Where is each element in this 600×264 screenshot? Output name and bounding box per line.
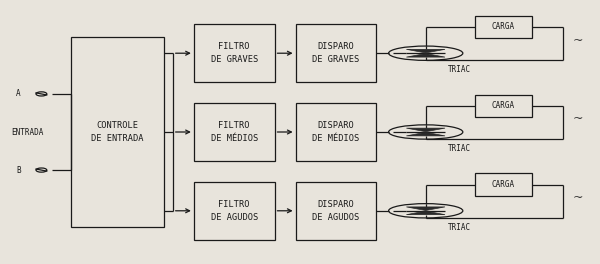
Text: TRIAC: TRIAC	[448, 223, 471, 232]
Text: FILTRO
DE GRAVES: FILTRO DE GRAVES	[211, 43, 258, 64]
Text: TRIAC: TRIAC	[448, 65, 471, 74]
FancyBboxPatch shape	[296, 103, 376, 161]
Polygon shape	[406, 49, 445, 53]
Polygon shape	[406, 128, 445, 132]
FancyBboxPatch shape	[296, 24, 376, 82]
Text: ~: ~	[572, 34, 583, 46]
Text: CARGA: CARGA	[492, 22, 515, 31]
FancyBboxPatch shape	[475, 16, 532, 38]
FancyBboxPatch shape	[475, 173, 532, 196]
Text: CARGA: CARGA	[492, 180, 515, 189]
Polygon shape	[406, 54, 445, 57]
FancyBboxPatch shape	[194, 182, 275, 240]
Text: DISPARO
DE GRAVES: DISPARO DE GRAVES	[312, 43, 359, 64]
Text: DISPARO
DE AGUDOS: DISPARO DE AGUDOS	[312, 200, 359, 221]
FancyBboxPatch shape	[194, 24, 275, 82]
Polygon shape	[406, 211, 445, 215]
Text: DISPARO
DE MÉDIOS: DISPARO DE MÉDIOS	[312, 121, 359, 143]
Text: ENTRADA: ENTRADA	[11, 128, 44, 136]
Text: B: B	[16, 166, 21, 175]
Text: CARGA: CARGA	[492, 101, 515, 110]
Polygon shape	[406, 132, 445, 136]
Text: TRIAC: TRIAC	[448, 144, 471, 153]
Text: FILTRO
DE MÉDIOS: FILTRO DE MÉDIOS	[211, 121, 258, 143]
Text: CONTROLE
DE ENTRADA: CONTROLE DE ENTRADA	[91, 121, 143, 143]
Polygon shape	[406, 207, 445, 210]
FancyBboxPatch shape	[194, 103, 275, 161]
FancyBboxPatch shape	[296, 182, 376, 240]
Text: FILTRO
DE AGUDOS: FILTRO DE AGUDOS	[211, 200, 258, 221]
FancyBboxPatch shape	[475, 95, 532, 117]
Text: ~: ~	[572, 112, 583, 125]
Text: ~: ~	[572, 191, 583, 204]
Text: A: A	[16, 89, 21, 98]
FancyBboxPatch shape	[71, 37, 164, 227]
